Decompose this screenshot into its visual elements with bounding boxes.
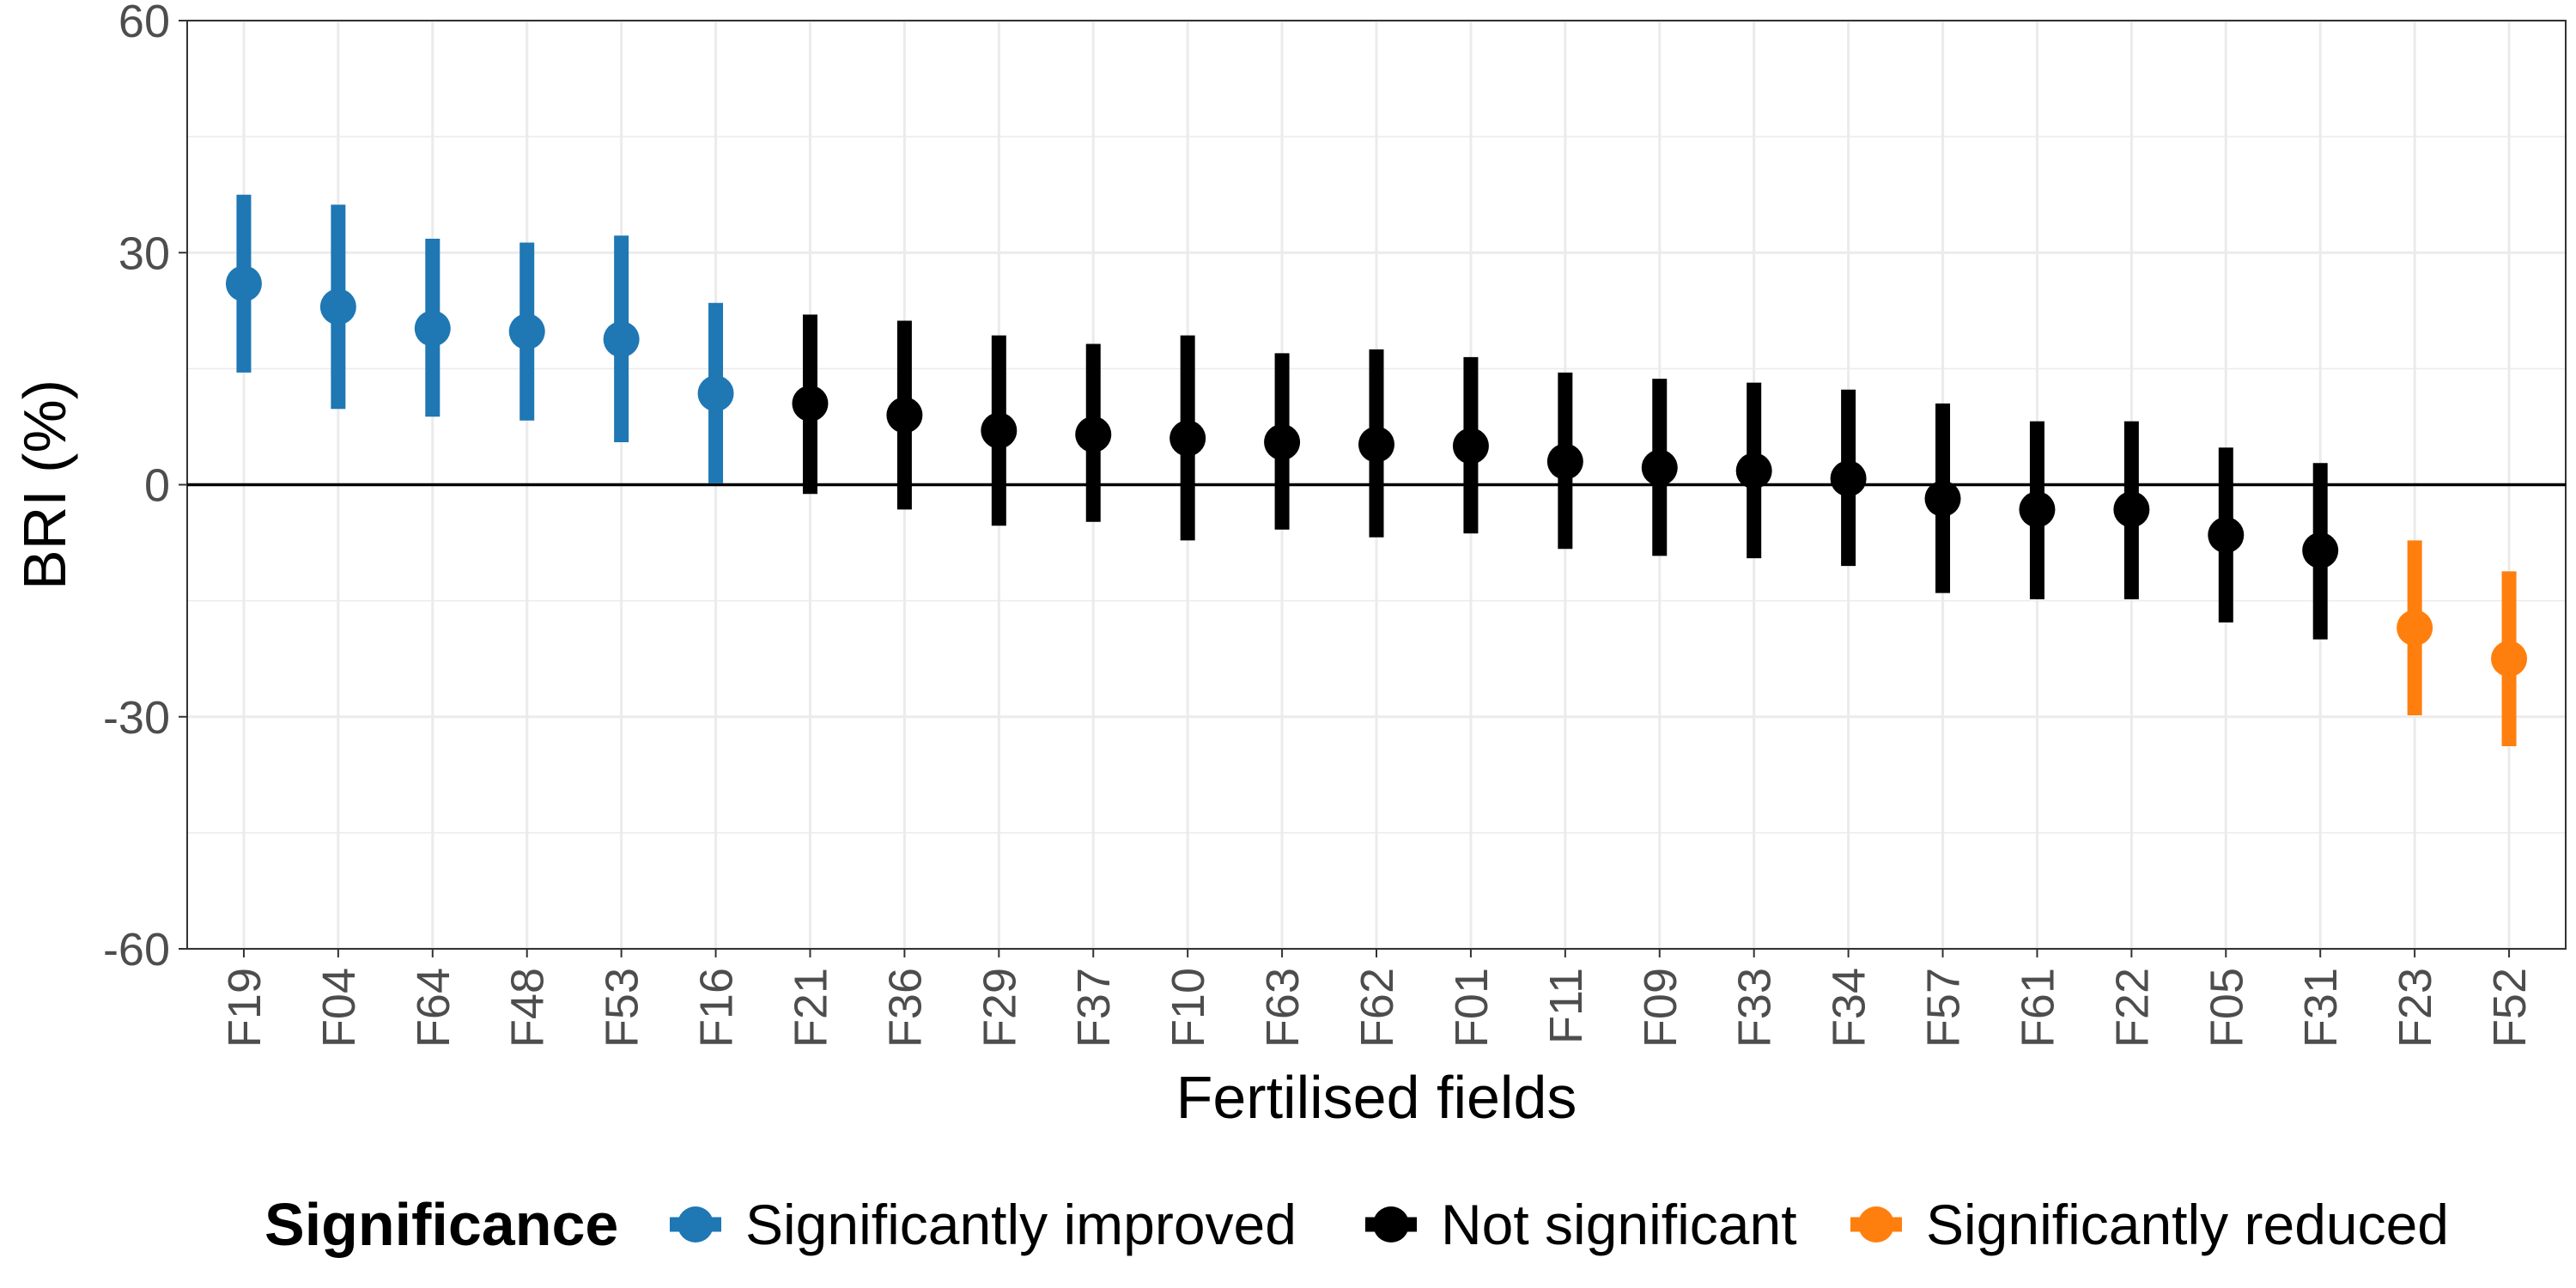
x-tick-label: F22 [2106, 968, 2158, 1048]
x-tick-label: F36 [879, 968, 931, 1048]
point-f19 [225, 265, 262, 302]
point-f22 [2113, 491, 2150, 528]
x-tick-label: F61 [2012, 968, 2063, 1048]
point-f57 [1924, 480, 1961, 517]
x-tick-label: F62 [1352, 968, 1403, 1048]
x-tick-label: F23 [2390, 968, 2441, 1048]
x-tick-label: F01 [1446, 968, 1498, 1048]
point-f53 [603, 321, 640, 358]
point-f04 [319, 289, 356, 325]
y-tick-label: 60 [118, 0, 170, 47]
x-tick-label: F48 [502, 968, 554, 1048]
x-tick-label: F04 [313, 968, 365, 1048]
x-tick-label: F53 [597, 968, 648, 1048]
legend-label-not-significant: Not significant [1441, 1193, 1797, 1256]
x-tick-label: F10 [1163, 968, 1214, 1048]
y-axis: 60 30 0 -30 -60 [103, 0, 187, 975]
point-f61 [2019, 491, 2056, 528]
x-tick-label: F09 [1635, 968, 1686, 1048]
x-axis-title: Fertilised fields [1176, 1064, 1577, 1131]
point-f33 [1735, 453, 1772, 489]
x-tick-label: F05 [2201, 968, 2252, 1048]
point-f62 [1358, 426, 1394, 463]
point-f48 [508, 313, 545, 350]
point-f37 [1075, 416, 1112, 453]
y-tick-label: -60 [103, 924, 170, 975]
legend-key-point-significantly-reduced [1858, 1206, 1894, 1242]
x-tick-label: F21 [785, 968, 836, 1048]
point-f29 [981, 412, 1018, 449]
point-f01 [1452, 428, 1489, 465]
point-f11 [1546, 443, 1583, 480]
data-marks [225, 194, 2528, 746]
point-f05 [2208, 517, 2245, 554]
legend-label-significantly-reduced: Significantly reduced [1926, 1193, 2449, 1256]
x-tick-label: F29 [974, 968, 1025, 1048]
point-f52 [2491, 641, 2528, 677]
point-f36 [886, 397, 923, 434]
x-tick-label: F37 [1068, 968, 1120, 1048]
x-tick-label: F33 [1729, 968, 1781, 1048]
x-tick-label: F34 [1824, 968, 1875, 1048]
point-f63 [1264, 423, 1301, 460]
point-f64 [414, 310, 451, 347]
x-tick-label: F31 [2295, 968, 2347, 1048]
legend-label-significantly-improved: Significantly improved [745, 1193, 1297, 1256]
point-f10 [1170, 420, 1206, 457]
point-f34 [1830, 460, 1867, 497]
legend: Significance Significantly improved Not s… [264, 1191, 2449, 1258]
x-tick-label: F57 [1918, 968, 1970, 1048]
point-f09 [1641, 449, 1678, 486]
point-f21 [792, 385, 829, 422]
y-tick-label: 30 [118, 228, 170, 279]
x-tick-label: F19 [219, 968, 270, 1048]
x-tick-label: F16 [691, 968, 743, 1048]
x-axis: F19 F04 F64 F48 F53 F16 F21 F36 F29 F37 F10 F63 F62 F… [219, 949, 2536, 1048]
x-tick-label: F11 [1540, 968, 1592, 1044]
x-tick-label: F63 [1257, 968, 1309, 1048]
x-tick-label: F52 [2484, 968, 2536, 1048]
legend-key-point-not-significant [1373, 1206, 1409, 1242]
y-tick-label: 0 [144, 460, 170, 512]
legend-title: Significance [264, 1191, 618, 1258]
y-axis-title: BRI (%) [11, 380, 78, 590]
point-f23 [2397, 610, 2433, 647]
point-f31 [2302, 532, 2339, 569]
y-tick-label: -30 [103, 692, 170, 744]
legend-key-point-significantly-improved [677, 1206, 714, 1242]
x-tick-label: F64 [408, 968, 459, 1048]
point-f16 [697, 375, 734, 412]
